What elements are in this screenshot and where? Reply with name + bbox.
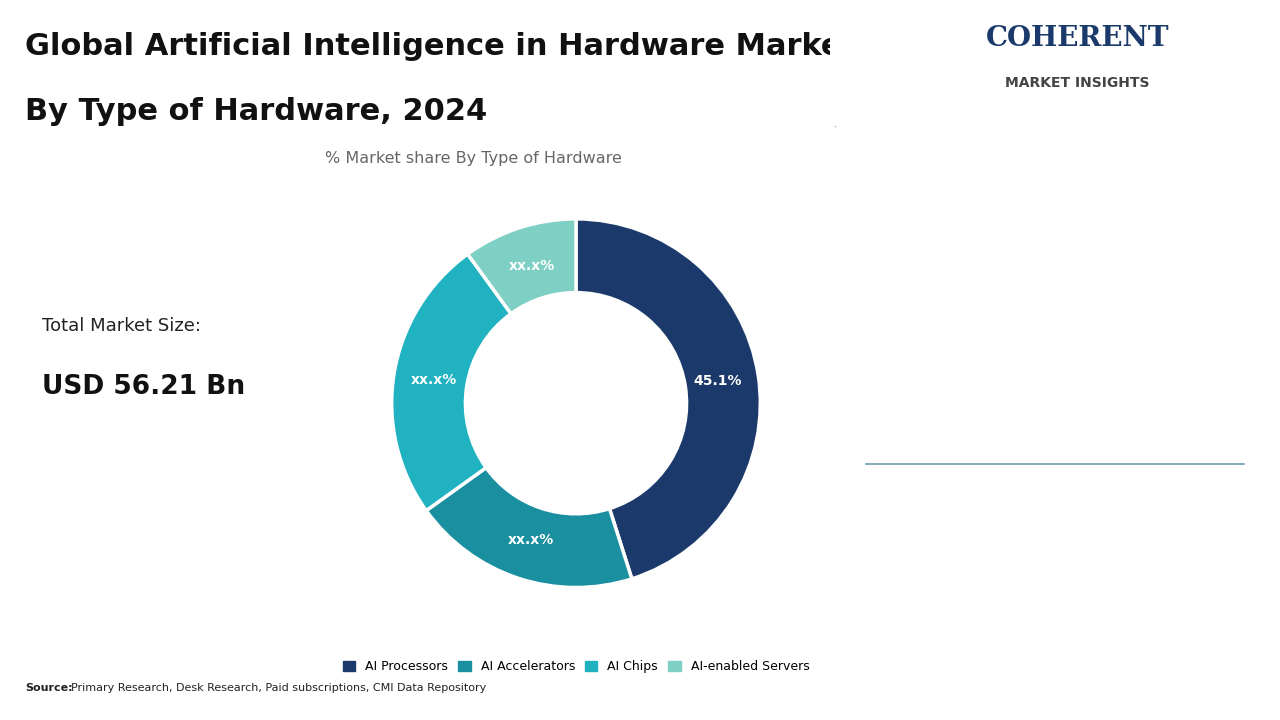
Text: Type of: Type of <box>1046 292 1106 307</box>
Bar <box>829 0 1280 126</box>
Text: Global Artificial: Global Artificial <box>876 486 1066 510</box>
Wedge shape <box>467 219 576 314</box>
Text: 45.1%: 45.1% <box>694 374 742 388</box>
Text: 45.1%: 45.1% <box>876 191 1068 245</box>
Text: By Type of Hardware, 2024: By Type of Hardware, 2024 <box>24 97 488 126</box>
Wedge shape <box>392 254 511 510</box>
Text: Hardware Market: Hardware Market <box>876 601 1089 625</box>
Text: xx.x%: xx.x% <box>508 533 554 546</box>
Text: Source:: Source: <box>24 683 73 693</box>
Legend: AI Processors, AI Accelerators, AI Chips, AI-enabled Servers: AI Processors, AI Accelerators, AI Chips… <box>338 655 814 678</box>
Text: AI Processors: AI Processors <box>876 292 991 307</box>
Text: USD 56.21 Bn: USD 56.21 Bn <box>41 374 244 400</box>
Text: Market Revenue Share,: Market Revenue Share, <box>876 383 1053 398</box>
Text: % Market share By Type of Hardware: % Market share By Type of Hardware <box>325 151 622 166</box>
Wedge shape <box>576 219 760 579</box>
Text: Primary Research, Desk Research, Paid subscriptions, CMI Data Repository: Primary Research, Desk Research, Paid su… <box>70 683 486 693</box>
Text: Hardware - Estimated: Hardware - Estimated <box>876 338 1042 354</box>
Wedge shape <box>426 468 632 588</box>
Text: Intelligence in: Intelligence in <box>876 544 1052 567</box>
Text: Global Artificial Intelligence in Hardware Market,: Global Artificial Intelligence in Hardwa… <box>24 32 868 61</box>
Text: Total Market Size:: Total Market Size: <box>41 317 201 335</box>
Text: 2024: 2024 <box>876 428 914 443</box>
Text: MARKET INSIGHTS: MARKET INSIGHTS <box>1005 76 1149 89</box>
Text: xx.x%: xx.x% <box>508 259 554 274</box>
Text: COHERENT: COHERENT <box>986 25 1169 53</box>
Text: xx.x%: xx.x% <box>411 373 457 387</box>
